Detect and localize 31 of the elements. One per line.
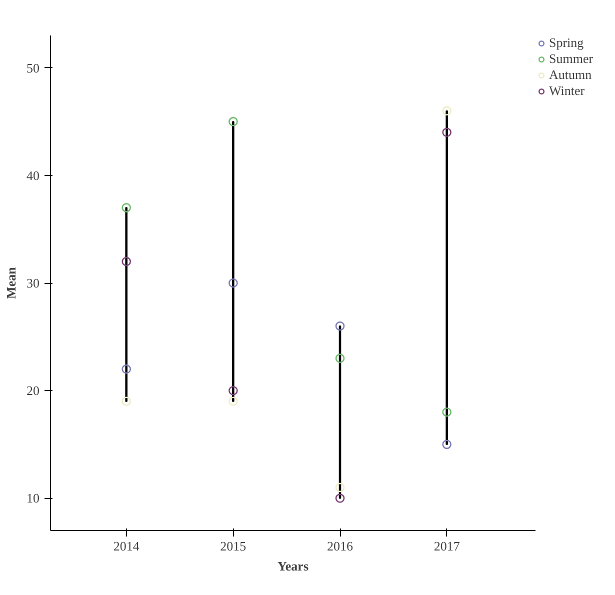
y-tick-label: 50 [26,60,40,76]
point [122,396,131,406]
x-tick-label: 2014 [113,538,140,554]
point [122,256,131,266]
legend-label: Autumn [549,67,592,83]
point [228,386,238,396]
point [122,364,131,374]
point [228,396,238,406]
x-axis-title: Years [277,558,309,574]
y-tick-label: 40 [26,168,40,183]
y-tick-label: 30 [26,276,40,290]
legend-label: Summer [549,51,594,67]
x-tick-label: 2016 [327,538,354,554]
y-axis-title: Mean [4,266,18,299]
point [442,106,452,116]
point [228,278,238,288]
y-tick-label: 20 [26,383,40,398]
y-tick-label: 10 [26,490,40,506]
point [122,203,131,212]
legend-label: Spring [549,35,584,51]
point [442,440,452,450]
point [442,407,452,417]
point [335,354,345,363]
point [228,116,238,126]
legend-label: Winter [549,83,585,99]
x-tick-label: 2015 [220,538,246,554]
point [442,128,452,137]
point [335,494,345,503]
point [335,482,345,492]
point [335,321,345,331]
x-tick-label: 2017 [434,538,460,554]
